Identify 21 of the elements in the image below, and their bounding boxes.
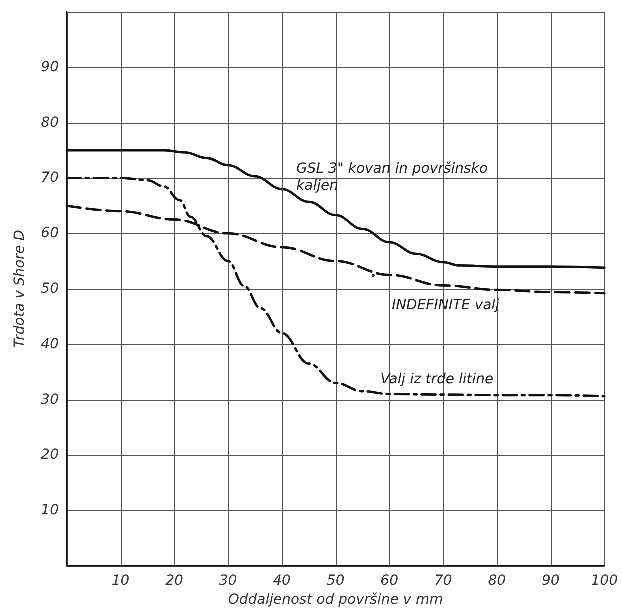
y-axis-title: Trdota v Shore D	[12, 230, 28, 348]
y-tick-label: 70	[41, 170, 60, 186]
y-tick-label: 20	[41, 447, 60, 464]
y-tick-label: 10	[41, 502, 60, 519]
x-axis-title: Oddaljenost od površine v mm	[228, 592, 444, 608]
x-tick-label: 70	[434, 573, 452, 589]
x-tick-label: 100	[591, 573, 618, 589]
x-tick-label: 30	[219, 573, 238, 589]
x-tick-label: 20	[166, 573, 184, 589]
x-tick-label: 90	[542, 573, 560, 589]
y-tick-label: 40	[41, 336, 60, 352]
y-tick-label: 60	[41, 226, 60, 242]
x-tick-label: 40	[273, 573, 292, 589]
x-tick-label: 10	[112, 573, 130, 589]
x-tick-label: 50	[326, 573, 345, 589]
y-tick-label: 80	[41, 114, 60, 131]
x-tick-label: 60	[380, 573, 399, 589]
x-tick-label: 80	[488, 573, 506, 589]
y-tick-label: 50	[41, 281, 60, 297]
y-tick-label: 90	[41, 59, 60, 76]
y-tick-label: 30	[41, 392, 60, 408]
